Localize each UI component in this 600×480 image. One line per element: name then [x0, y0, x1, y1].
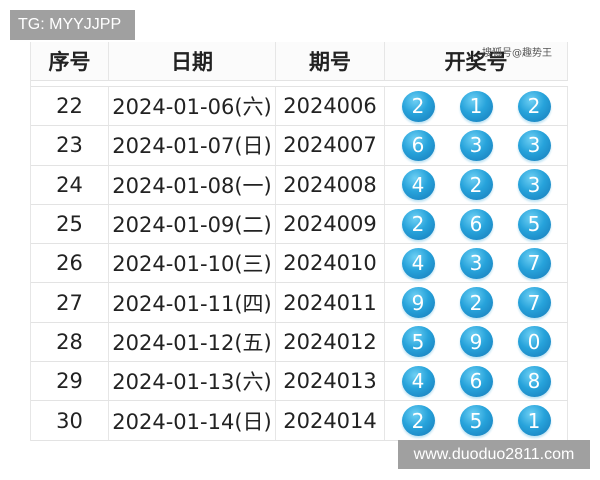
number-ball: 5 — [459, 405, 493, 437]
issue-cell: 2024007 — [276, 126, 385, 165]
index-cell: 26 — [31, 244, 109, 283]
number-ball: 0 — [517, 326, 551, 358]
number-ball: 5 — [401, 326, 435, 358]
index-cell: 27 — [31, 283, 109, 322]
number-ball: 9 — [401, 287, 435, 319]
number-ball: 4 — [401, 365, 435, 397]
index-cell: 30 — [31, 401, 109, 440]
number-ball: 3 — [459, 129, 493, 161]
date-cell: 2024-01-11(四) — [109, 283, 276, 322]
tg-watermark-label: TG: MYYJJPP — [10, 10, 135, 40]
table-row: 27 2024-01-11(四) 2024011 9 2 7 — [31, 283, 568, 323]
issue-cell: 2024008 — [276, 165, 385, 204]
number-ball: 6 — [459, 365, 493, 397]
header-issue: 期号 — [276, 42, 385, 80]
table-row: 26 2024-01-10(三) 2024010 4 3 7 — [31, 244, 568, 284]
number-ball: 6 — [401, 129, 435, 161]
table-row: 25 2024-01-09(二) 2024009 2 6 5 — [31, 204, 568, 245]
number-ball: 2 — [459, 287, 493, 319]
date-cell: 2024-01-09(二) — [109, 204, 276, 244]
table-row: 29 2024-01-13(六) 2024013 4 6 8 — [31, 362, 568, 402]
issue-cell: 2024013 — [276, 362, 385, 401]
issue-cell: 2024010 — [276, 244, 385, 283]
table-row: 23 2024-01-07(日) 2024007 6 3 3 — [31, 126, 568, 166]
header-numbers: 开奖号 — [385, 42, 568, 80]
number-ball: 6 — [459, 208, 493, 240]
date-cell: 2024-01-13(六) — [109, 362, 276, 401]
number-ball: 4 — [401, 247, 435, 279]
source-watermark: 搜狐号@趣势王 — [482, 48, 552, 59]
table-row: 28 2024-01-12(五) 2024012 5 9 0 — [31, 322, 568, 363]
number-ball: 2 — [517, 90, 551, 122]
index-cell: 22 — [31, 87, 109, 126]
table-header: 序号 日期 期号 开奖号 — [31, 42, 568, 81]
site-watermark-label: www.duoduo2811.com — [398, 440, 590, 469]
date-cell: 2024-01-07(日) — [109, 126, 276, 165]
number-ball: 2 — [459, 169, 493, 201]
number-ball: 9 — [459, 326, 493, 358]
header-date: 日期 — [109, 42, 276, 80]
number-ball: 7 — [517, 247, 551, 279]
number-ball: 2 — [401, 405, 435, 437]
index-cell: 23 — [31, 126, 109, 165]
issue-cell: 2024006 — [276, 87, 385, 126]
date-cell: 2024-01-12(五) — [109, 322, 276, 362]
index-cell: 29 — [31, 362, 109, 401]
date-cell: 2024-01-10(三) — [109, 244, 276, 283]
table-row: 22 2024-01-06(六) 2024006 2 1 2 — [31, 87, 568, 127]
number-ball: 8 — [517, 365, 551, 397]
index-cell: 28 — [31, 322, 109, 362]
date-cell: 2024-01-06(六) — [109, 87, 276, 126]
number-ball: 3 — [459, 247, 493, 279]
date-cell: 2024-01-14(日) — [109, 401, 276, 440]
number-ball: 3 — [517, 169, 551, 201]
issue-cell: 2024012 — [276, 322, 385, 362]
header-index: 序号 — [31, 42, 109, 80]
number-ball: 3 — [517, 129, 551, 161]
number-ball: 4 — [401, 169, 435, 201]
row-separator — [31, 81, 568, 87]
number-ball: 1 — [517, 405, 551, 437]
lottery-results-table: 序号 日期 期号 开奖号 22 2024-01-06(六) 2024006 2 1 2 23… — [30, 42, 568, 441]
number-ball: 2 — [401, 208, 435, 240]
issue-cell: 2024011 — [276, 283, 385, 322]
issue-cell: 2024014 — [276, 401, 385, 440]
issue-cell: 2024009 — [276, 204, 385, 244]
number-ball: 5 — [517, 208, 551, 240]
date-cell: 2024-01-08(一) — [109, 165, 276, 204]
table-row: 30 2024-01-14(日) 2024014 2 5 1 — [31, 401, 568, 441]
index-cell: 24 — [31, 165, 109, 204]
table-row: 24 2024-01-08(一) 2024008 4 2 3 — [31, 165, 568, 205]
number-ball: 2 — [401, 90, 435, 122]
number-ball: 1 — [459, 90, 493, 122]
number-ball: 7 — [517, 287, 551, 319]
index-cell: 25 — [31, 204, 109, 244]
